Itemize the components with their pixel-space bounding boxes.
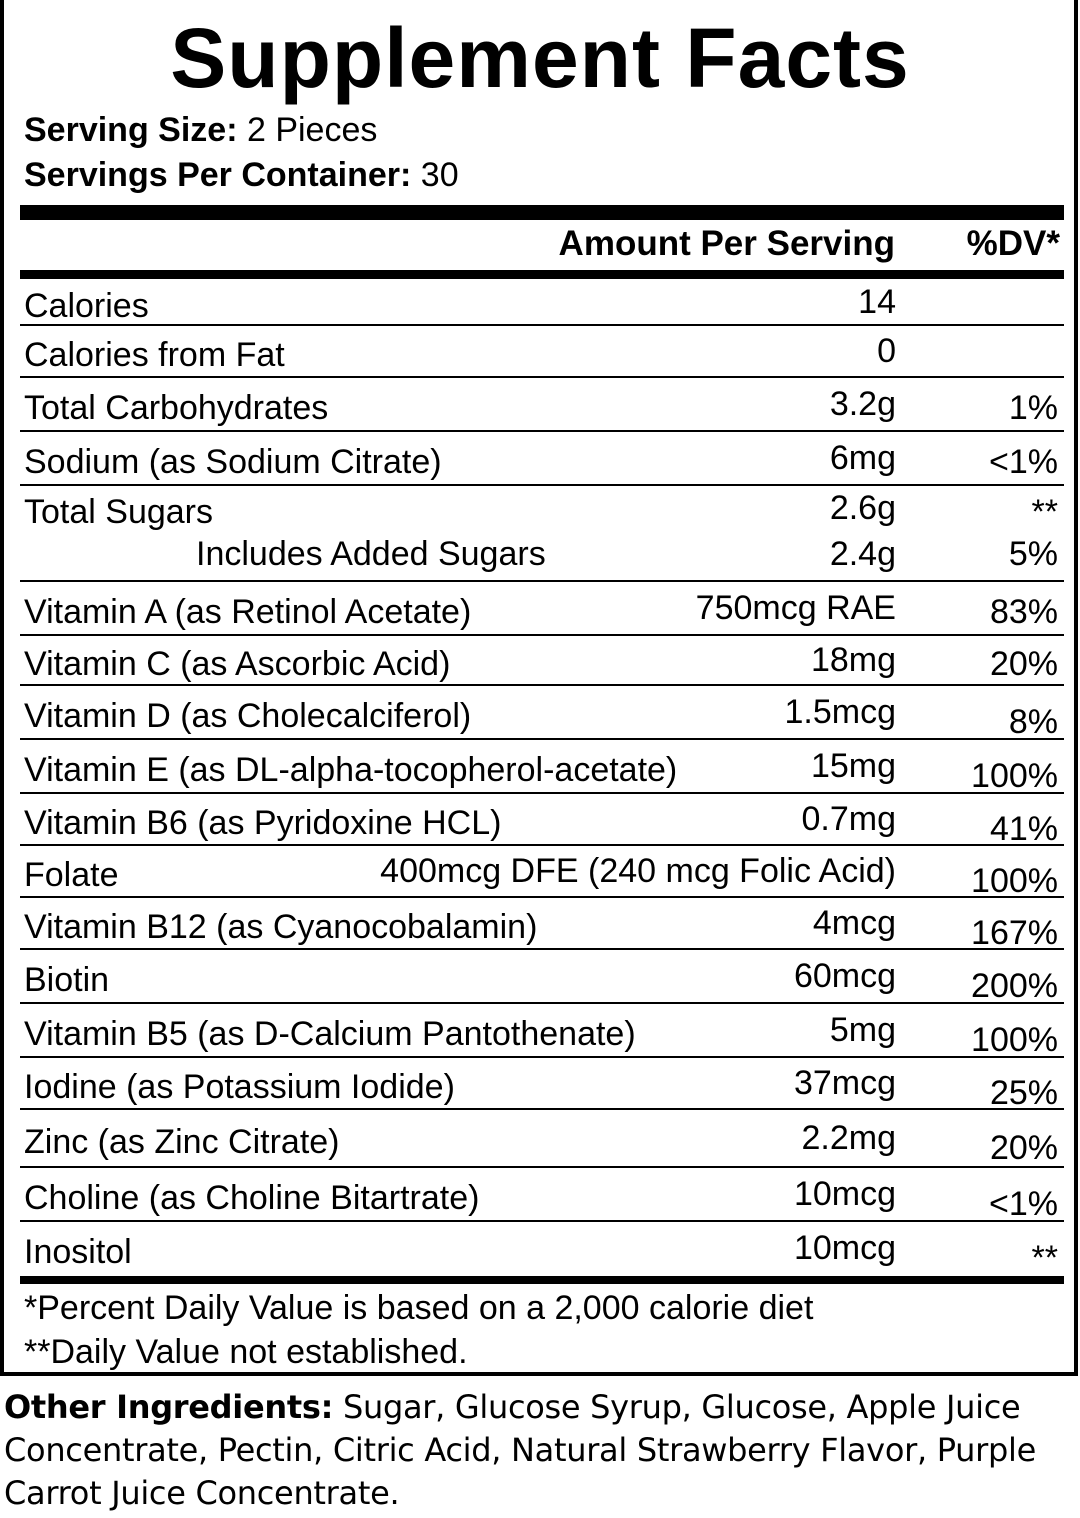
nutrient-dv: 83% [989, 593, 1058, 631]
nutrient-name: Vitamin A (as Retinol Acetate) [24, 593, 472, 631]
nutrient-name: Calories from Fat [24, 336, 285, 374]
servings-label: Servings Per Container: [24, 156, 412, 194]
nutrient-amount: 10mcg [793, 1175, 896, 1213]
nutrient-row: Total Sugars 2.6g ** Includes Added Sugars 2… [20, 486, 1064, 582]
nutrient-row: Biotin 60mcg 200% [20, 950, 1064, 1005]
nutrient-name: Inositol [24, 1233, 132, 1271]
nutrient-row: Vitamin B12 (as Cyanocobalamin) 4mcg 167% [20, 898, 1064, 952]
nutrient-amount: 37mcg [793, 1064, 896, 1102]
nutrient-name: Vitamin B5 (as D-Calcium Pantothenate) [24, 1015, 636, 1053]
amount-header: Amount Per Serving [558, 224, 895, 263]
nutrient-amount: 6mg [829, 439, 896, 477]
panel-title: Supplement Facts [170, 11, 910, 105]
nutrient-amount: 0 [877, 332, 896, 370]
nutrient-dv: 41% [989, 810, 1058, 848]
nutrient-amount: 0.7mg [801, 800, 897, 838]
nutrient-amount: 14 [858, 282, 896, 321]
other-ingredients-label: Other Ingredients: [4, 1388, 334, 1426]
nutrient-row: Vitamin C (as Ascorbic Acid) 18mg 20% [20, 636, 1064, 686]
nutrient-dv: ** [1031, 1239, 1058, 1277]
nutrient-name: Choline (as Choline Bitartrate) [24, 1179, 480, 1217]
other-ingredients: Other Ingredients: Sugar, Glucose Syrup,… [4, 1386, 1080, 1515]
nutrient-name: Iodine (as Potassium Iodide) [24, 1068, 455, 1106]
nutrient-row: Vitamin B5 (as D-Calcium Pantothenate) 5m… [20, 1004, 1064, 1059]
nutrient-row: Sodium (as Sodium Citrate) 6mg <1% [20, 432, 1064, 486]
nutrient-dv: 100% [971, 862, 1058, 900]
nutrient-row: Inositol 10mcg ** [20, 1222, 1064, 1277]
nutrient-amount: 750mcg RAE [695, 589, 896, 627]
thick-divider [20, 205, 1064, 220]
nutrient-dv: 100% [971, 757, 1058, 795]
serving-size: Serving Size: 2 Pieces [24, 110, 377, 150]
nutrient-name: Vitamin E (as DL-alpha-tocopherol-acetat… [24, 751, 678, 789]
other-ingredients-text: Sugar, Glucose Syrup, Glucose, Apple Jui… [4, 1388, 1036, 1512]
header-divider [20, 270, 1064, 279]
nutrient-dv: 25% [989, 1074, 1058, 1112]
nutrient-amount: 3.2g [829, 385, 896, 423]
nutrient-name: Calories [24, 286, 149, 325]
nutrient-row: Calories from Fat 0 [20, 326, 1064, 378]
servings-per-container: Servings Per Container: 30 [24, 155, 459, 195]
nutrient-amount: 1.5mcg [784, 693, 897, 731]
servings-value: 30 [420, 156, 459, 194]
footnote-not-established: **Daily Value not established. [24, 1333, 468, 1371]
sub-nutrient-amount: 2.4g [829, 535, 896, 573]
nutrient-amount: 4mcg [812, 904, 896, 942]
sub-nutrient-name: Includes Added Sugars [196, 535, 546, 573]
nutrient-dv: 1% [1008, 389, 1058, 427]
nutrient-name: Folate [24, 856, 119, 894]
nutrient-dv: <1% [989, 443, 1058, 481]
nutrient-dv: 200% [971, 967, 1058, 1005]
nutrient-name: Vitamin C (as Ascorbic Acid) [24, 645, 451, 683]
nutrient-name: Vitamin B6 (as Pyridoxine HCL) [24, 804, 502, 842]
nutrient-name: Vitamin D (as Cholecalciferol) [24, 697, 472, 735]
nutrient-row: Zinc (as Zinc Citrate) 2.2mg 20% [20, 1110, 1064, 1168]
nutrient-amount: 2.2mg [801, 1119, 897, 1157]
serving-size-value: 2 Pieces [246, 111, 378, 149]
nutrient-name: Sodium (as Sodium Citrate) [24, 443, 442, 481]
nutrient-dv: 20% [989, 645, 1058, 683]
nutrient-dv: 100% [971, 1021, 1058, 1059]
nutrient-amount: 18mg [810, 641, 896, 679]
nutrient-amount: 60mcg [793, 957, 896, 995]
nutrient-dv: ** [1031, 493, 1058, 531]
footer-divider [20, 1276, 1064, 1284]
supplement-facts-panel [0, 0, 1078, 1376]
nutrient-name: Biotin [24, 961, 110, 999]
sub-nutrient-dv: 5% [1008, 535, 1058, 573]
nutrient-name: Total Sugars [24, 493, 213, 531]
nutrient-dv: <1% [989, 1185, 1058, 1223]
nutrient-amount: 5mg [829, 1011, 896, 1049]
footnote-dv: *Percent Daily Value is based on a 2,000… [24, 1289, 814, 1327]
nutrient-name: Zinc (as Zinc Citrate) [24, 1123, 340, 1161]
serving-size-label: Serving Size: [24, 111, 238, 149]
nutrient-row: Vitamin D (as Cholecalciferol) 1.5mcg 8% [20, 686, 1064, 741]
nutrient-row: Vitamin A (as Retinol Acetate) 750mcg RAE… [20, 582, 1064, 636]
nutrient-row: Calories 14 [20, 279, 1064, 326]
nutrient-row: Choline (as Choline Bitartrate) 10mcg <1% [20, 1168, 1064, 1223]
nutrient-amount: 15mg [810, 747, 896, 785]
nutrient-row: Vitamin E (as DL-alpha-tocopherol-acetat… [20, 740, 1064, 795]
dv-header: %DV* [966, 224, 1060, 263]
nutrient-row: Total Carbohydrates 3.2g 1% [20, 378, 1064, 432]
nutrient-dv: 167% [971, 914, 1058, 952]
nutrient-amount: 400mcg DFE (240 mcg Folic Acid) [380, 852, 896, 890]
nutrient-row: Folate 400mcg DFE (240 mcg Folic Acid) 100… [20, 846, 1064, 900]
nutrient-name: Total Carbohydrates [24, 389, 329, 427]
nutrient-dv: 20% [989, 1129, 1058, 1167]
nutrient-amount: 10mcg [793, 1229, 896, 1267]
nutrient-row: Iodine (as Potassium Iodide) 37mcg 25% [20, 1058, 1064, 1112]
nutrient-dv: 8% [1008, 703, 1058, 741]
nutrient-name: Vitamin B12 (as Cyanocobalamin) [24, 908, 538, 946]
nutrient-amount: 2.6g [829, 489, 896, 527]
nutrient-row: Vitamin B6 (as Pyridoxine HCL) 0.7mg 41% [20, 794, 1064, 848]
